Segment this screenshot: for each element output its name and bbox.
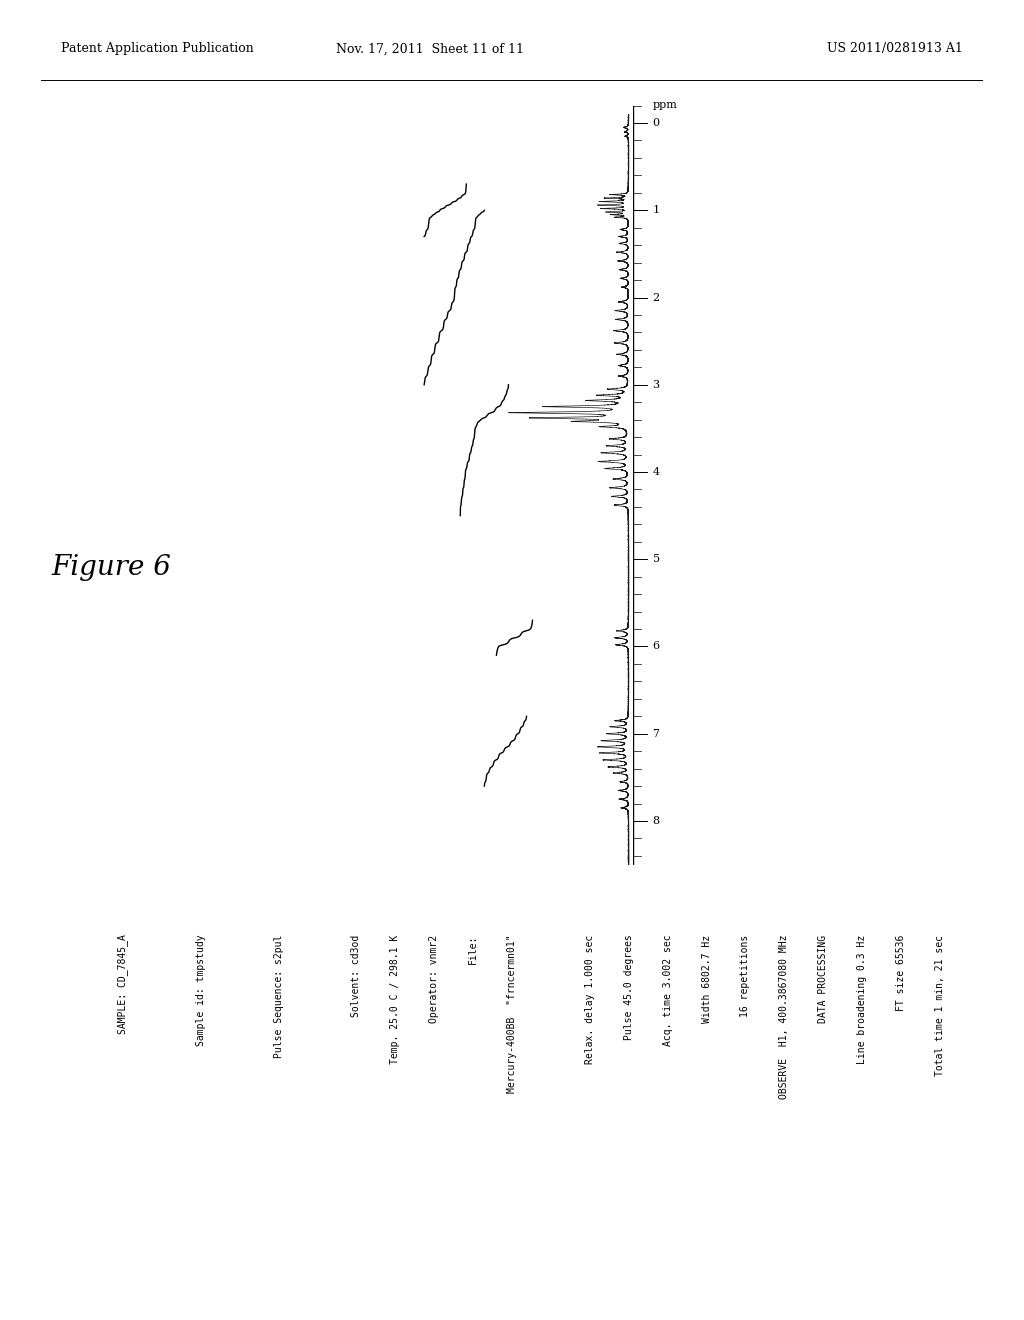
Text: Pulse Sequence: s2pul: Pulse Sequence: s2pul — [273, 935, 284, 1057]
Text: Acq. time 3.002 sec: Acq. time 3.002 sec — [663, 935, 673, 1047]
Text: Pulse 45.0 degrees: Pulse 45.0 degrees — [624, 935, 634, 1040]
Text: FT size 65536: FT size 65536 — [896, 935, 906, 1011]
Text: 0: 0 — [652, 117, 659, 128]
Text: Mercury-400BB  "frncermn01": Mercury-400BB "frncermn01" — [507, 935, 517, 1093]
Text: 8: 8 — [652, 816, 659, 826]
Text: Width 6802.7 Hz: Width 6802.7 Hz — [701, 935, 712, 1023]
Text: Temp. 25.0 C / 298.1 K: Temp. 25.0 C / 298.1 K — [390, 935, 400, 1064]
Text: Sample id: tmpstudy: Sample id: tmpstudy — [196, 935, 206, 1047]
Text: 5: 5 — [652, 554, 659, 564]
Text: Patent Application Publication: Patent Application Publication — [61, 42, 254, 55]
Text: Relax. delay 1.000 sec: Relax. delay 1.000 sec — [585, 935, 595, 1064]
Text: 1: 1 — [652, 206, 659, 215]
Text: 7: 7 — [652, 729, 659, 739]
Text: Total time 1 min, 21 sec: Total time 1 min, 21 sec — [935, 935, 945, 1076]
Text: SAMPLE: CD_7845_A: SAMPLE: CD_7845_A — [118, 935, 128, 1035]
Text: Solvent: cd3od: Solvent: cd3od — [351, 935, 361, 1016]
Text: 2: 2 — [652, 293, 659, 302]
Text: 6: 6 — [652, 642, 659, 652]
Text: Operator: vnmr2: Operator: vnmr2 — [429, 935, 439, 1023]
Text: File:: File: — [468, 935, 478, 964]
Text: ppm: ppm — [652, 100, 678, 110]
Text: 16 repetitions: 16 repetitions — [740, 935, 751, 1016]
Text: Nov. 17, 2011  Sheet 11 of 11: Nov. 17, 2011 Sheet 11 of 11 — [336, 42, 524, 55]
Text: DATA PROCESSING: DATA PROCESSING — [818, 935, 828, 1023]
Text: Figure 6: Figure 6 — [51, 554, 171, 581]
Text: Line broadening 0.3 Hz: Line broadening 0.3 Hz — [857, 935, 867, 1064]
Text: OBSERVE  H1, 400.3867080 MHz: OBSERVE H1, 400.3867080 MHz — [779, 935, 790, 1100]
Text: US 2011/0281913 A1: US 2011/0281913 A1 — [826, 42, 963, 55]
Text: 4: 4 — [652, 467, 659, 477]
Text: 3: 3 — [652, 380, 659, 389]
